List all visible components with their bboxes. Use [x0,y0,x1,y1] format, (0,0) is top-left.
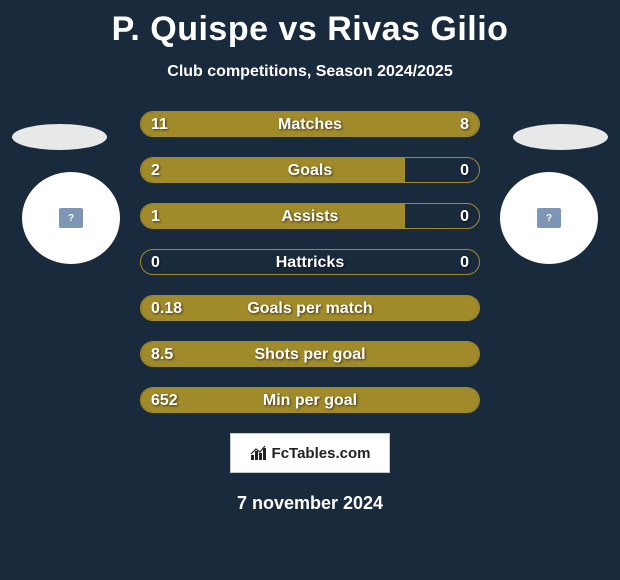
stat-row: 8.5Shots per goal [140,341,480,367]
stat-label: Goals [141,158,479,182]
stat-label: Hattricks [141,250,479,274]
source-badge: FcTables.com [230,433,390,473]
stat-row: 20Goals [140,157,480,183]
stat-row: 0.18Goals per match [140,295,480,321]
stat-label: Min per goal [141,388,479,412]
stat-row: 118Matches [140,111,480,137]
stat-row: 00Hattricks [140,249,480,275]
date-label: 7 november 2024 [0,493,620,514]
source-badge-text: FcTables.com [272,445,371,462]
stat-label: Goals per match [141,296,479,320]
stat-label: Assists [141,204,479,228]
page-title: P. Quispe vs Rivas Gilio [0,0,620,49]
stat-label: Matches [141,112,479,136]
comparison-chart: 118Matches 20Goals 10Assists 00Hattricks 0.1… [0,111,620,514]
stat-label: Shots per goal [141,342,479,366]
stat-row: 652Min per goal [140,387,480,413]
stat-row: 10Assists [140,203,480,229]
chart-icon [250,445,268,461]
subtitle: Club competitions, Season 2024/2025 [0,63,620,81]
